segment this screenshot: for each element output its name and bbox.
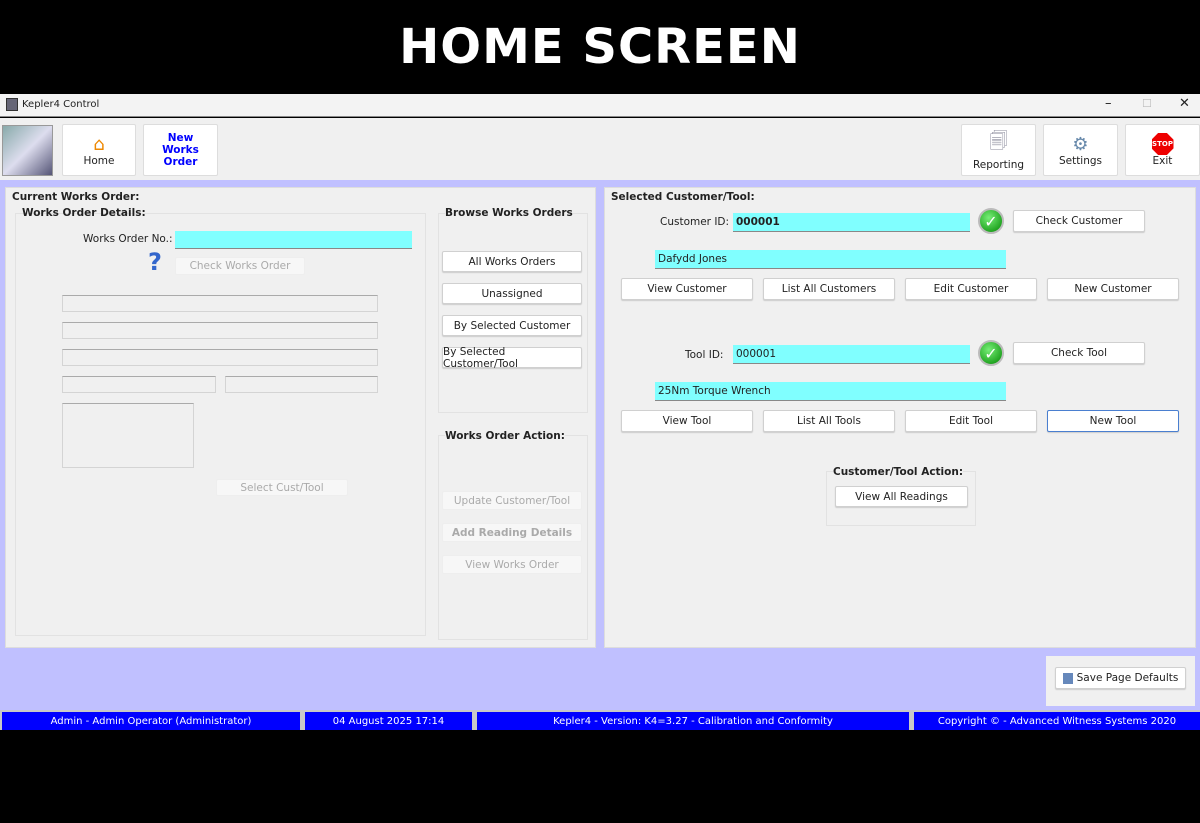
blank-field xyxy=(62,349,378,366)
new-customer-button[interactable]: New Customer xyxy=(1047,278,1179,300)
selected-customer-tool-panel: Selected Customer/Tool: Customer ID: 000… xyxy=(604,187,1196,648)
blank-field xyxy=(62,295,378,312)
blank-notes-area xyxy=(62,403,194,468)
check-ok-icon: ✓ xyxy=(978,340,1004,366)
view-tool-button[interactable]: View Tool xyxy=(621,410,753,432)
customer-name-field: Dafydd Jones xyxy=(655,250,1006,269)
maximize-button[interactable]: ☐ xyxy=(1142,97,1152,110)
select-cust-tool-button[interactable]: Select Cust/Tool xyxy=(216,479,348,496)
check-customer-button[interactable]: Check Customer xyxy=(1013,210,1145,232)
unassigned-button[interactable]: Unassigned xyxy=(442,283,582,304)
status-copyright: Copyright © - Advanced Witness Systems 2… xyxy=(914,712,1200,730)
browse-works-orders-group xyxy=(438,213,588,413)
view-all-readings-button[interactable]: View All Readings xyxy=(835,486,968,507)
view-works-order-button[interactable]: View Works Order xyxy=(442,555,582,574)
by-selected-customer-tool-button[interactable]: By Selected Customer/Tool xyxy=(442,346,582,370)
banner-title: HOME SCREEN xyxy=(399,19,801,75)
window-title: Kepler4 Control xyxy=(22,99,100,110)
status-datetime: 04 August 2025 17:14 xyxy=(305,712,472,730)
toolbar: ⌂ Home New Works Order 🗐 Reporting ⚙ Set… xyxy=(0,118,1200,180)
home-button[interactable]: ⌂ Home xyxy=(62,124,136,176)
blank-field xyxy=(62,376,216,393)
blank-field xyxy=(225,376,378,393)
exit-button[interactable]: STOP Exit xyxy=(1125,124,1200,176)
all-works-orders-button[interactable]: All Works Orders xyxy=(442,251,582,272)
minimize-button[interactable]: – xyxy=(1105,96,1112,111)
current-works-order-panel: Current Works Order: Works Order Details… xyxy=(5,187,596,648)
logo-portrait xyxy=(2,125,53,176)
customer-id-input[interactable]: 000001 xyxy=(733,213,970,232)
add-reading-details-button[interactable]: Add Reading Details xyxy=(442,523,582,542)
by-selected-customer-button[interactable]: By Selected Customer xyxy=(442,315,582,336)
status-bar: Admin - Admin Operator (Administrator) 0… xyxy=(0,710,1200,730)
status-version: Kepler4 - Version: K4=3.27 - Calibration… xyxy=(477,712,909,730)
save-icon xyxy=(1062,672,1073,684)
tool-name-field: 25Nm Torque Wrench xyxy=(655,382,1006,401)
reporting-button[interactable]: 🗐 Reporting xyxy=(961,124,1036,176)
status-user: Admin - Admin Operator (Administrator) xyxy=(2,712,300,730)
new-works-order-button[interactable]: New Works Order xyxy=(143,124,218,176)
works-order-no-input[interactable] xyxy=(175,231,412,249)
edit-tool-button[interactable]: Edit Tool xyxy=(905,410,1037,432)
document-icon: 🗐 xyxy=(989,131,1008,152)
update-customer-tool-button[interactable]: Update Customer/Tool xyxy=(442,491,582,510)
new-tool-button[interactable]: New Tool xyxy=(1047,410,1179,432)
check-ok-icon: ✓ xyxy=(978,208,1004,234)
settings-button[interactable]: ⚙ Settings xyxy=(1043,124,1118,176)
save-page-defaults-button[interactable]: Save Page Defaults xyxy=(1055,667,1186,689)
tool-id-input[interactable]: 000001 xyxy=(733,345,970,364)
gear-icon: ⚙ xyxy=(1072,133,1089,155)
works-order-details-group xyxy=(15,213,426,636)
stop-icon: STOP xyxy=(1151,133,1174,155)
app-icon xyxy=(6,98,18,111)
save-defaults-area: Save Page Defaults xyxy=(1046,656,1195,706)
title-bar: Kepler4 Control – ☐ ✕ xyxy=(0,94,1200,117)
blank-field xyxy=(62,322,378,339)
list-all-tools-button[interactable]: List All Tools xyxy=(763,410,895,432)
view-customer-button[interactable]: View Customer xyxy=(621,278,753,300)
list-all-customers-button[interactable]: List All Customers xyxy=(763,278,895,300)
close-button[interactable]: ✕ xyxy=(1179,96,1190,111)
help-icon[interactable]: ? xyxy=(148,248,162,276)
home-icon: ⌂ xyxy=(93,133,105,155)
edit-customer-button[interactable]: Edit Customer xyxy=(905,278,1037,300)
check-tool-button[interactable]: Check Tool xyxy=(1013,342,1145,364)
check-works-order-button[interactable]: Check Works Order xyxy=(175,257,305,275)
